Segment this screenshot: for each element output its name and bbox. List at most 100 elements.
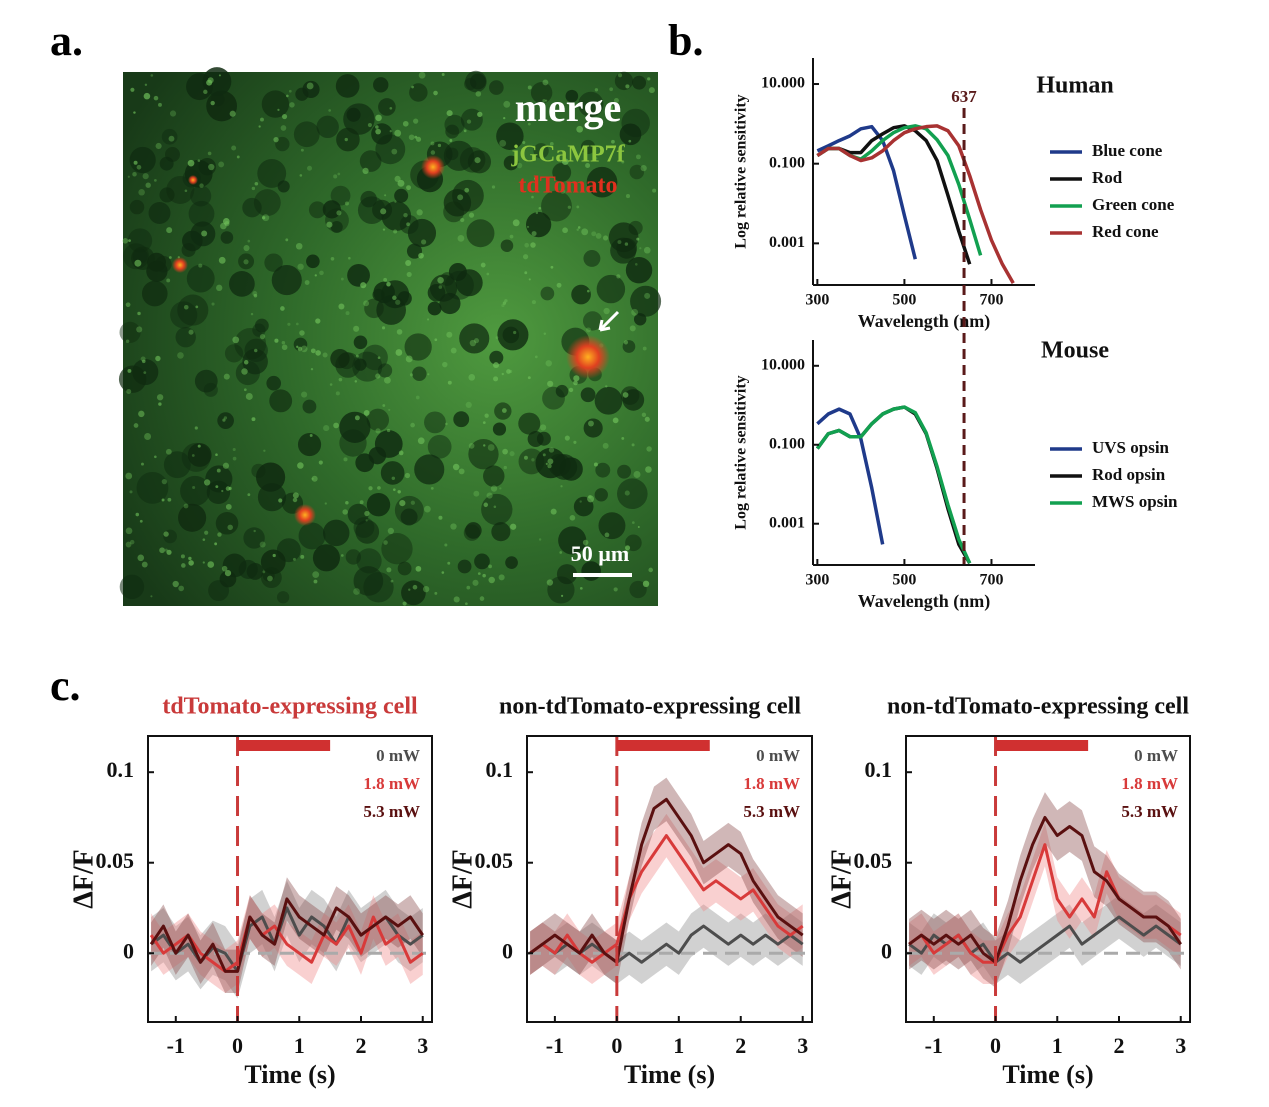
speckle: [164, 548, 168, 552]
speckle: [450, 347, 457, 354]
speckle: [561, 158, 569, 166]
speckle: [260, 117, 264, 122]
cell-shadow: [159, 156, 174, 171]
error-band: [909, 792, 1181, 988]
speckle: [125, 541, 132, 548]
speckle: [297, 462, 304, 469]
speckle: [506, 369, 511, 374]
chart-title: tdTomato-expressing cell: [162, 694, 418, 720]
cell-shadow: [594, 488, 608, 502]
speckle: [309, 434, 313, 437]
cell-shadow: [633, 313, 647, 326]
speckle: [644, 292, 651, 299]
speckle: [232, 456, 237, 461]
speckle: [143, 371, 147, 375]
speckle: [287, 322, 291, 326]
speckle: [524, 242, 530, 248]
speckle: [223, 373, 230, 380]
speckle: [522, 254, 529, 260]
speckle: [502, 301, 507, 305]
speckle: [412, 584, 418, 590]
speckle: [547, 463, 552, 469]
cell-shadow: [257, 483, 287, 512]
speckle: [281, 113, 288, 120]
speckle: [145, 182, 151, 188]
speckle: [301, 391, 308, 398]
speckle: [153, 179, 157, 182]
speckle: [413, 118, 419, 124]
speckle: [405, 355, 413, 363]
speckle: [540, 424, 547, 431]
cell-shadow: [533, 143, 549, 159]
legend-label: UVS opsin: [1092, 438, 1170, 457]
speckle: [353, 588, 360, 595]
speckle: [383, 277, 388, 282]
speckle: [127, 368, 132, 373]
speckle: [375, 428, 381, 434]
speckle: [138, 410, 145, 418]
cell-shadow: [457, 559, 472, 574]
cell-shadow: [500, 239, 514, 253]
speckle: [390, 579, 394, 583]
cell-shadow: [366, 408, 390, 432]
speckle: [199, 183, 204, 188]
speckle: [274, 338, 279, 343]
speckle: [550, 508, 557, 515]
speckle: [625, 194, 631, 199]
cell-shadow: [356, 548, 382, 574]
speckle: [300, 148, 304, 152]
speckle: [368, 486, 373, 491]
speckle: [155, 142, 162, 150]
speckle: [165, 448, 172, 455]
speckle: [430, 141, 435, 146]
speckle: [227, 524, 233, 531]
speckle: [232, 447, 236, 452]
cell-shadow: [595, 462, 611, 478]
speckle: [318, 460, 323, 465]
speckle: [345, 500, 349, 505]
speckle: [198, 263, 203, 268]
speckle: [382, 228, 386, 231]
speckle: [420, 239, 427, 245]
cell-shadow: [180, 475, 211, 506]
speckle: [642, 580, 650, 588]
x-tick-label: 0: [990, 1033, 1001, 1058]
cell-shadow: [407, 218, 437, 248]
cell-shadow: [617, 478, 648, 510]
panel-label: a.: [50, 16, 83, 65]
y-tick-label: 10.000: [761, 75, 805, 92]
speckle: [359, 500, 364, 505]
speckle: [503, 116, 506, 120]
panel-label: b.: [668, 16, 703, 65]
x-tick-label: 1: [1052, 1033, 1063, 1058]
speckle: [277, 108, 280, 112]
speckle: [641, 412, 647, 418]
x-tick-label: 3: [797, 1033, 808, 1058]
speckle: [180, 554, 185, 559]
speckle: [214, 542, 218, 546]
speckle: [624, 550, 629, 555]
cell-shadow: [118, 365, 147, 393]
speckle: [491, 185, 496, 189]
stimulus-bar: [616, 740, 710, 751]
speckle: [127, 175, 130, 178]
speckle: [602, 235, 609, 241]
chart-title: Mouse: [1041, 338, 1109, 364]
speckle: [263, 449, 266, 452]
speckle: [534, 355, 538, 359]
cell-shadow: [459, 323, 490, 354]
speckle: [631, 521, 635, 524]
speckle: [251, 186, 256, 191]
speckle: [132, 172, 137, 177]
speckle: [289, 102, 295, 108]
cell-shadow: [541, 190, 572, 222]
cell-shadow: [583, 418, 603, 438]
y-tick-label: 0: [502, 938, 513, 963]
speckle: [393, 229, 398, 234]
cell-shadow: [465, 70, 487, 93]
x-tick-label: 500: [892, 572, 916, 589]
speckle: [482, 421, 486, 424]
speckle: [417, 437, 425, 445]
cell-shadow: [489, 80, 504, 95]
cell-shadow: [571, 284, 591, 305]
